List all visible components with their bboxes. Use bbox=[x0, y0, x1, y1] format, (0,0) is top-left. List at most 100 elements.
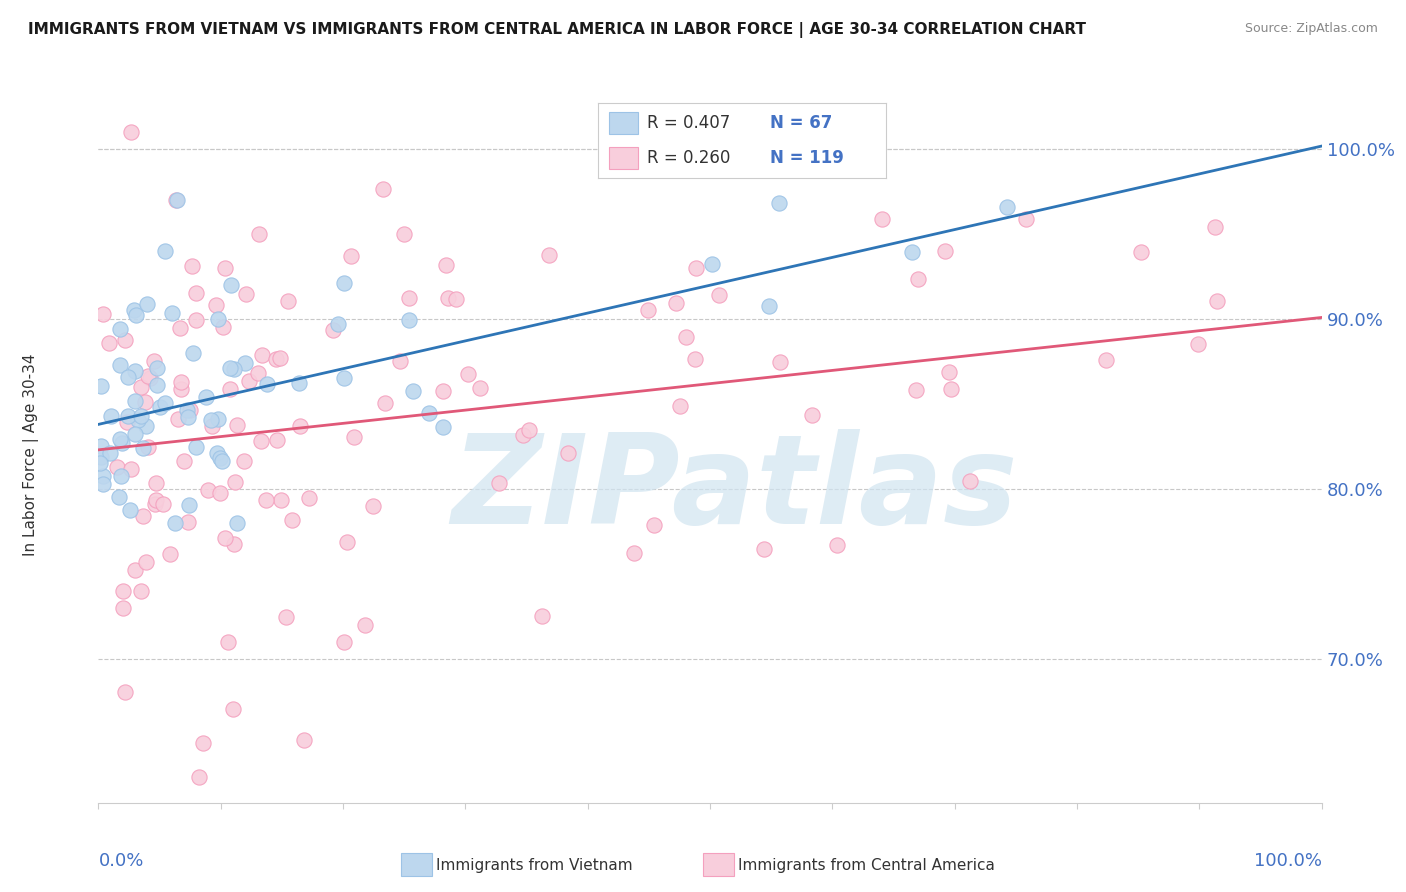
Point bbox=[437, 291, 460, 305]
Point bbox=[91, 307, 114, 321]
Point bbox=[246, 366, 269, 380]
Point bbox=[166, 194, 188, 208]
Text: IMMIGRANTS FROM VIETNAM VS IMMIGRANTS FROM CENTRAL AMERICA IN LABOR FORCE | AGE : IMMIGRANTS FROM VIETNAM VS IMMIGRANTS FR… bbox=[28, 22, 1085, 38]
Point bbox=[136, 440, 159, 454]
Point bbox=[118, 503, 141, 517]
Point bbox=[1204, 220, 1226, 235]
Point bbox=[138, 370, 160, 384]
Point bbox=[675, 330, 697, 344]
Text: In Labor Force | Age 30-34: In Labor Force | Age 30-34 bbox=[22, 353, 39, 557]
Point bbox=[754, 541, 776, 556]
Point bbox=[110, 468, 132, 483]
Text: Source: ZipAtlas.com: Source: ZipAtlas.com bbox=[1244, 22, 1378, 36]
Point bbox=[254, 492, 277, 507]
Point bbox=[120, 462, 142, 476]
Point bbox=[114, 334, 136, 348]
Point bbox=[669, 399, 692, 413]
Point bbox=[333, 276, 356, 290]
Point bbox=[120, 126, 142, 140]
Point bbox=[146, 377, 169, 392]
Point bbox=[959, 474, 981, 488]
Point bbox=[173, 454, 195, 468]
Text: Immigrants from Vietnam: Immigrants from Vietnam bbox=[436, 858, 633, 872]
Point bbox=[1095, 353, 1118, 368]
Point bbox=[374, 396, 396, 410]
Point bbox=[153, 396, 176, 410]
Point bbox=[218, 382, 240, 396]
Point bbox=[111, 436, 134, 450]
Point bbox=[153, 244, 176, 259]
Point bbox=[432, 384, 454, 398]
Point bbox=[530, 609, 553, 624]
Point bbox=[207, 412, 229, 426]
Point bbox=[131, 442, 153, 456]
Point bbox=[434, 258, 457, 272]
Point bbox=[135, 297, 157, 311]
Text: ZIPatlas: ZIPatlas bbox=[451, 429, 1018, 550]
Point bbox=[207, 311, 229, 326]
Point bbox=[114, 685, 136, 699]
Point bbox=[758, 299, 780, 313]
Point bbox=[176, 403, 198, 417]
Point bbox=[1205, 293, 1227, 308]
Point bbox=[643, 518, 665, 533]
Point bbox=[108, 432, 131, 446]
Point bbox=[177, 410, 200, 425]
Point bbox=[637, 302, 659, 317]
Point bbox=[211, 454, 233, 468]
Text: Immigrants from Central America: Immigrants from Central America bbox=[738, 858, 995, 872]
Point bbox=[184, 285, 207, 300]
Point bbox=[197, 483, 219, 497]
Point bbox=[200, 413, 222, 427]
Point bbox=[266, 434, 288, 448]
Point bbox=[801, 409, 824, 423]
Point bbox=[108, 358, 131, 372]
Point bbox=[557, 445, 579, 459]
Point bbox=[683, 352, 706, 367]
Point bbox=[224, 537, 246, 551]
Text: 0.0%: 0.0% bbox=[98, 852, 143, 870]
Point bbox=[177, 515, 200, 529]
Point bbox=[457, 367, 479, 381]
Point bbox=[134, 395, 156, 409]
Point bbox=[124, 426, 146, 441]
Text: N = 67: N = 67 bbox=[770, 114, 832, 132]
Point bbox=[700, 257, 723, 271]
Point bbox=[152, 498, 174, 512]
Point bbox=[328, 317, 350, 331]
Point bbox=[333, 634, 356, 648]
Point bbox=[288, 418, 311, 433]
Point bbox=[250, 434, 273, 448]
Point bbox=[512, 428, 534, 442]
Point bbox=[124, 394, 146, 409]
Bar bbox=[609, 146, 638, 169]
Point bbox=[353, 617, 375, 632]
Point bbox=[89, 457, 111, 471]
Point bbox=[235, 286, 257, 301]
Point bbox=[870, 211, 893, 226]
Point bbox=[907, 271, 929, 285]
Point bbox=[186, 313, 208, 327]
Point bbox=[90, 379, 112, 393]
Point bbox=[827, 538, 849, 552]
Point bbox=[127, 413, 149, 427]
Point bbox=[277, 294, 299, 309]
Point bbox=[194, 391, 217, 405]
Point bbox=[105, 459, 128, 474]
Point bbox=[122, 302, 145, 317]
Point bbox=[256, 376, 278, 391]
Point bbox=[900, 245, 922, 260]
Point bbox=[181, 346, 204, 360]
Point bbox=[205, 298, 228, 312]
Point bbox=[108, 490, 131, 504]
Point bbox=[292, 733, 315, 747]
Point bbox=[333, 370, 356, 384]
Point bbox=[170, 376, 193, 390]
Point bbox=[446, 293, 468, 307]
Point bbox=[398, 313, 420, 327]
Point bbox=[186, 440, 208, 454]
Point bbox=[221, 702, 243, 716]
Point bbox=[707, 288, 730, 302]
Point bbox=[995, 200, 1018, 214]
Point bbox=[149, 400, 172, 414]
